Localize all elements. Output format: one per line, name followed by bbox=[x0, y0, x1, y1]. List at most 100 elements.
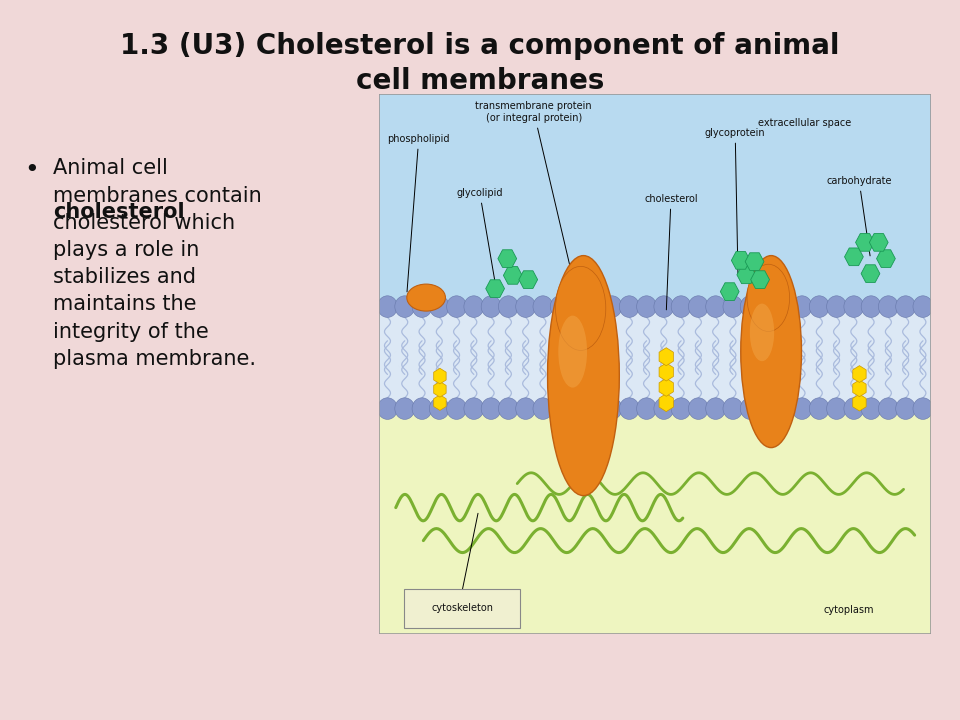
Text: 1.3 (U3) Cholesterol is a component of animal
cell membranes: 1.3 (U3) Cholesterol is a component of a… bbox=[120, 32, 840, 95]
Circle shape bbox=[636, 296, 657, 318]
Circle shape bbox=[464, 296, 484, 318]
Circle shape bbox=[896, 296, 916, 318]
Circle shape bbox=[792, 296, 812, 318]
Circle shape bbox=[429, 296, 449, 318]
Circle shape bbox=[809, 296, 829, 318]
Polygon shape bbox=[434, 395, 446, 410]
Circle shape bbox=[740, 397, 760, 419]
Text: extracellular space: extracellular space bbox=[757, 117, 852, 127]
Ellipse shape bbox=[547, 256, 619, 495]
Polygon shape bbox=[660, 363, 673, 381]
Circle shape bbox=[567, 296, 588, 318]
Circle shape bbox=[792, 397, 812, 419]
Text: •: • bbox=[24, 158, 38, 182]
Circle shape bbox=[481, 397, 501, 419]
Circle shape bbox=[498, 397, 518, 419]
Circle shape bbox=[533, 397, 553, 419]
Bar bbox=[379, 94, 931, 310]
Circle shape bbox=[775, 296, 795, 318]
Circle shape bbox=[446, 296, 467, 318]
Polygon shape bbox=[434, 382, 446, 397]
Polygon shape bbox=[876, 250, 896, 267]
Circle shape bbox=[395, 296, 415, 318]
Circle shape bbox=[446, 397, 467, 419]
Polygon shape bbox=[660, 394, 673, 412]
Ellipse shape bbox=[741, 256, 802, 448]
Text: cholesterol: cholesterol bbox=[53, 202, 184, 222]
Bar bbox=[379, 310, 931, 405]
Polygon shape bbox=[870, 233, 888, 251]
Polygon shape bbox=[845, 248, 863, 266]
Polygon shape bbox=[852, 380, 866, 397]
Ellipse shape bbox=[407, 284, 445, 311]
Text: cytoskeleton: cytoskeleton bbox=[431, 603, 493, 613]
Circle shape bbox=[723, 397, 743, 419]
Circle shape bbox=[878, 296, 899, 318]
Circle shape bbox=[740, 296, 760, 318]
Circle shape bbox=[550, 296, 570, 318]
Circle shape bbox=[636, 397, 657, 419]
Circle shape bbox=[567, 397, 588, 419]
Circle shape bbox=[619, 296, 639, 318]
Polygon shape bbox=[855, 233, 875, 251]
Circle shape bbox=[654, 397, 674, 419]
Circle shape bbox=[377, 397, 397, 419]
Circle shape bbox=[412, 397, 432, 419]
Polygon shape bbox=[518, 271, 538, 289]
Polygon shape bbox=[751, 271, 770, 289]
Circle shape bbox=[809, 397, 829, 419]
Polygon shape bbox=[434, 369, 446, 384]
Circle shape bbox=[516, 296, 536, 318]
Circle shape bbox=[688, 397, 708, 419]
Ellipse shape bbox=[559, 315, 587, 387]
Text: cholesterol: cholesterol bbox=[644, 194, 698, 310]
Circle shape bbox=[671, 397, 691, 419]
Circle shape bbox=[498, 296, 518, 318]
Circle shape bbox=[602, 296, 622, 318]
Circle shape bbox=[602, 397, 622, 419]
Circle shape bbox=[516, 397, 536, 419]
Text: phospholipid: phospholipid bbox=[388, 134, 450, 292]
Circle shape bbox=[619, 397, 639, 419]
Circle shape bbox=[878, 397, 899, 419]
Circle shape bbox=[412, 296, 432, 318]
Ellipse shape bbox=[747, 264, 790, 331]
Circle shape bbox=[671, 296, 691, 318]
Ellipse shape bbox=[556, 266, 606, 351]
Polygon shape bbox=[498, 250, 516, 267]
Circle shape bbox=[844, 296, 864, 318]
Circle shape bbox=[861, 397, 881, 419]
Polygon shape bbox=[660, 348, 673, 366]
Polygon shape bbox=[660, 378, 673, 396]
Circle shape bbox=[827, 397, 847, 419]
Polygon shape bbox=[486, 280, 505, 297]
Circle shape bbox=[861, 296, 881, 318]
Circle shape bbox=[585, 397, 605, 419]
Circle shape bbox=[757, 296, 778, 318]
Bar bbox=[379, 405, 931, 634]
Polygon shape bbox=[720, 283, 739, 300]
Text: glycoprotein: glycoprotein bbox=[705, 127, 765, 274]
FancyBboxPatch shape bbox=[404, 589, 520, 628]
Polygon shape bbox=[861, 265, 880, 282]
Text: carbohydrate: carbohydrate bbox=[827, 176, 892, 256]
Circle shape bbox=[550, 397, 570, 419]
Circle shape bbox=[896, 397, 916, 419]
Circle shape bbox=[723, 296, 743, 318]
Circle shape bbox=[654, 296, 674, 318]
Circle shape bbox=[913, 397, 933, 419]
Circle shape bbox=[827, 296, 847, 318]
Polygon shape bbox=[852, 395, 866, 411]
Polygon shape bbox=[503, 266, 522, 284]
Text: Animal cell
membranes contain
cholesterol which
plays a role in
stabilizes and
m: Animal cell membranes contain cholestero… bbox=[53, 158, 261, 369]
Polygon shape bbox=[732, 251, 750, 269]
Circle shape bbox=[395, 397, 415, 419]
Circle shape bbox=[913, 296, 933, 318]
Ellipse shape bbox=[750, 304, 774, 361]
Circle shape bbox=[377, 296, 397, 318]
Circle shape bbox=[844, 397, 864, 419]
Circle shape bbox=[706, 397, 726, 419]
Polygon shape bbox=[745, 253, 764, 271]
Text: transmembrane protein
(or integral protein): transmembrane protein (or integral prote… bbox=[475, 101, 592, 274]
Circle shape bbox=[429, 397, 449, 419]
